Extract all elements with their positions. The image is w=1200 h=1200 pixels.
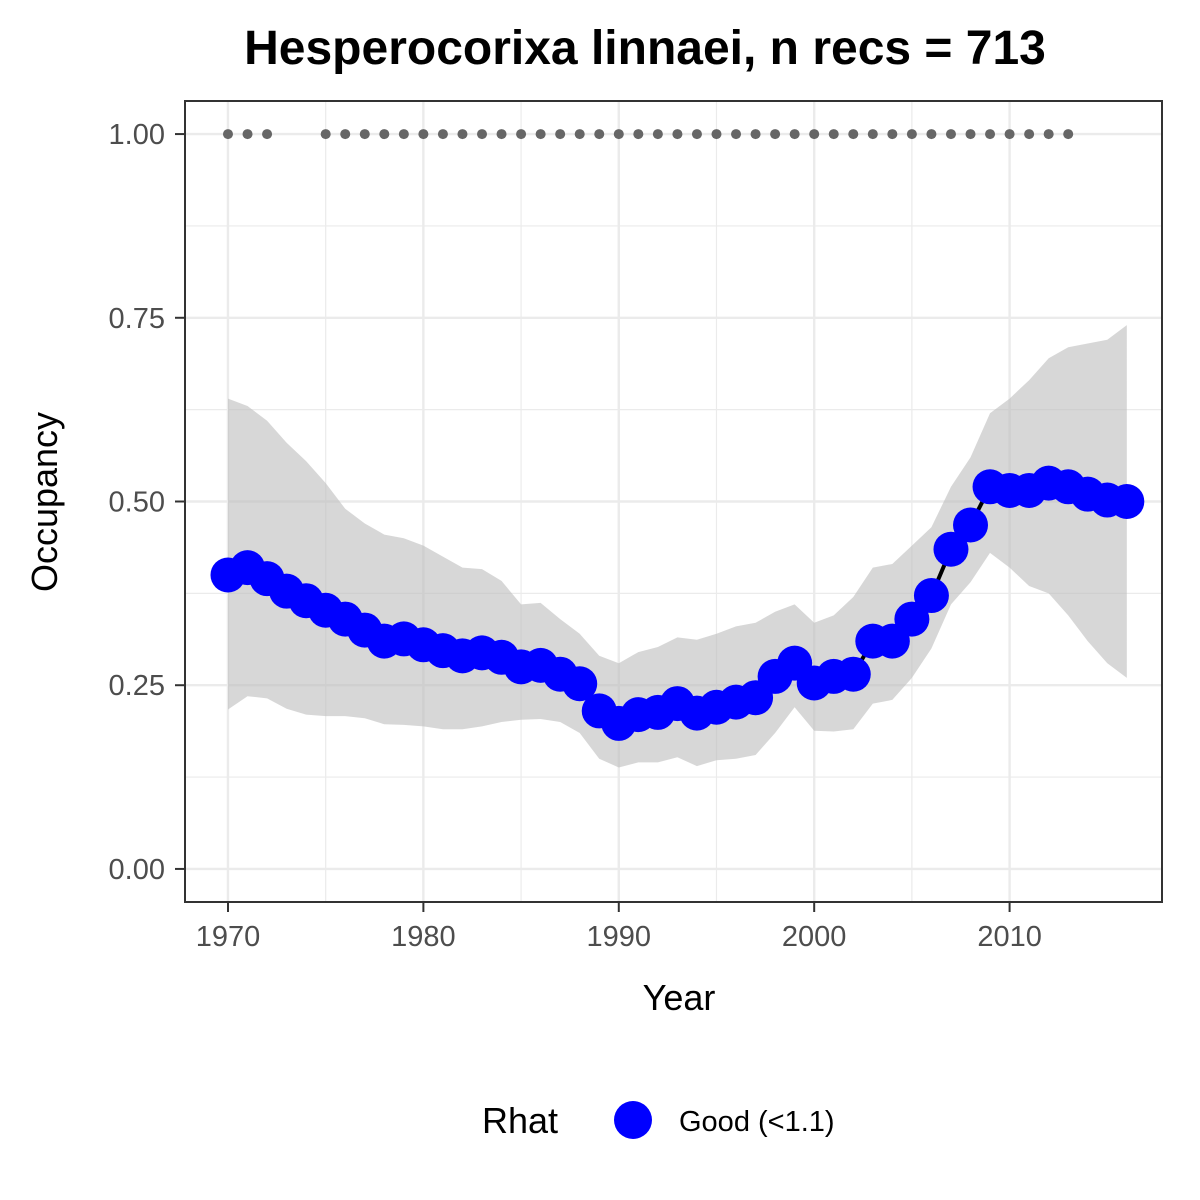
- occupancy-point: [913, 578, 949, 614]
- occupancy-point: [562, 666, 598, 702]
- legend-title: Rhat: [482, 1100, 558, 1141]
- legend-key-good: [614, 1101, 652, 1139]
- record-marker: [437, 129, 448, 140]
- record-marker: [711, 129, 722, 140]
- x-tick-label: 1970: [196, 921, 261, 953]
- record-marker: [379, 129, 390, 140]
- record-marker: [516, 129, 527, 140]
- record-marker: [906, 129, 917, 140]
- record-marker: [320, 129, 331, 140]
- legend-label-good: Good (<1.1): [679, 1106, 835, 1138]
- chart-title: Hesperocorixa linnaei, n recs = 713: [244, 22, 1046, 75]
- occupancy-point: [933, 531, 969, 567]
- record-marker: [535, 129, 546, 140]
- y-tick-label: 0.75: [109, 303, 165, 335]
- record-marker: [848, 129, 859, 140]
- record-marker: [418, 129, 429, 140]
- occupancy-point: [894, 601, 930, 637]
- record-marker: [340, 129, 351, 140]
- record-marker: [477, 129, 488, 140]
- record-marker: [574, 129, 585, 140]
- axes: 1970 1980 1990 2000 2010 0.00 0.25 0.50 0.75 1.00: [109, 119, 1042, 953]
- record-marker: [242, 129, 253, 140]
- x-tick-label: 1990: [587, 921, 652, 953]
- record-marker: [887, 129, 898, 140]
- record-marker: [1063, 129, 1074, 140]
- record-marker: [1043, 129, 1054, 140]
- record-marker: [691, 129, 702, 140]
- record-marker: [222, 129, 233, 140]
- record-marker: [633, 129, 644, 140]
- record-marker: [613, 129, 624, 140]
- record-marker: [652, 129, 663, 140]
- record-markers: [222, 129, 1074, 140]
- record-marker: [1024, 129, 1035, 140]
- record-marker: [262, 129, 273, 140]
- occupancy-points: [210, 465, 1145, 741]
- record-marker: [672, 129, 683, 140]
- record-marker: [457, 129, 468, 140]
- record-marker: [750, 129, 761, 140]
- y-tick-label: 0.25: [109, 670, 165, 702]
- record-marker: [789, 129, 800, 140]
- record-marker: [594, 129, 605, 140]
- occupancy-point: [835, 656, 871, 692]
- x-tick-label: 2000: [782, 921, 847, 953]
- record-marker: [965, 129, 976, 140]
- record-marker: [770, 129, 781, 140]
- y-axis-title: Occupancy: [24, 412, 65, 592]
- y-tick-label: 0.50: [109, 487, 165, 519]
- y-tick-label: 1.00: [109, 119, 165, 151]
- x-tick-label: 1980: [391, 921, 456, 953]
- record-marker: [731, 129, 742, 140]
- record-marker: [945, 129, 956, 140]
- record-marker: [985, 129, 996, 140]
- record-marker: [496, 129, 507, 140]
- legend: Rhat Good (<1.1): [482, 1100, 835, 1141]
- y-tick-label: 0.00: [109, 854, 165, 886]
- record-marker: [555, 129, 566, 140]
- record-marker: [926, 129, 937, 140]
- x-axis-title: Year: [643, 977, 716, 1018]
- record-marker: [1004, 129, 1015, 140]
- x-tick-label: 2010: [977, 921, 1042, 953]
- record-marker: [828, 129, 839, 140]
- record-marker: [359, 129, 370, 140]
- occupancy-point: [953, 507, 989, 543]
- occupancy-point: [1109, 484, 1145, 519]
- record-marker: [398, 129, 409, 140]
- record-marker: [867, 129, 878, 140]
- record-marker: [809, 129, 820, 140]
